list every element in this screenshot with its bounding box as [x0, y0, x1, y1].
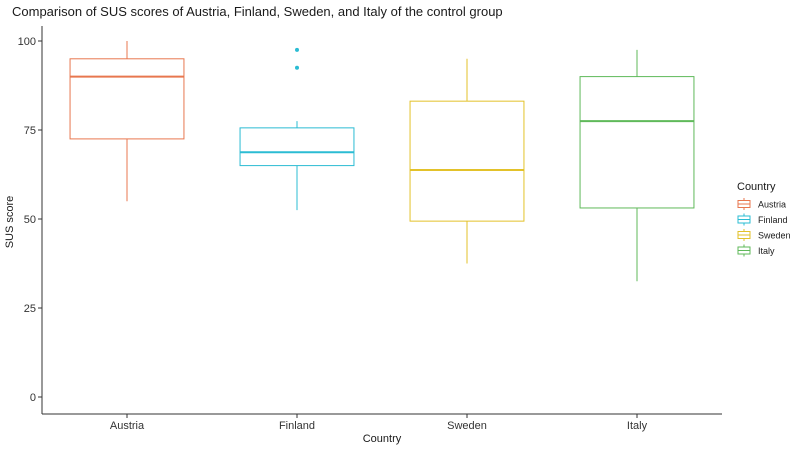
- legend-label-austria: Austria: [758, 200, 786, 210]
- legend-item-italy: Italy: [737, 244, 775, 257]
- box-finland: [239, 47, 355, 211]
- legend-item-sweden: Sweden: [737, 229, 791, 241]
- x-tick-label: Austria: [110, 420, 145, 432]
- y-tick-label: 25: [24, 303, 36, 315]
- x-tick-label: Sweden: [447, 420, 487, 432]
- outlier-point-finland: [295, 65, 299, 70]
- y-tick-label: 100: [18, 36, 36, 48]
- chart-title: Comparison of SUS scores of Austria, Fin…: [12, 4, 503, 19]
- x-axis-title: Country: [363, 433, 402, 445]
- box-italy: [579, 49, 695, 282]
- legend-title: Country: [737, 181, 776, 193]
- x-tick-label: Finland: [279, 420, 315, 432]
- y-axis-title: SUS score: [4, 196, 16, 249]
- legend-item-austria: Austria: [737, 198, 786, 210]
- legend-item-finland: Finland: [737, 213, 788, 226]
- legend: Country Austria Finland Sweden Italy: [737, 181, 791, 257]
- x-tick-label: Italy: [627, 420, 648, 432]
- box-iqr-sweden: [409, 100, 525, 222]
- box-iqr-italy: [579, 76, 695, 209]
- y-tick-label: 50: [24, 214, 36, 226]
- legend-label-finland: Finland: [758, 215, 788, 225]
- legend-label-sweden: Sweden: [758, 231, 791, 241]
- y-tick-label: 75: [24, 125, 36, 137]
- y-tick-label: 0: [30, 392, 36, 404]
- legend-label-italy: Italy: [758, 246, 775, 256]
- box-iqr-austria: [69, 58, 185, 140]
- outlier-point-finland: [295, 47, 299, 52]
- box-iqr-finland: [239, 127, 355, 167]
- plot-area: 0 25 50 75 100 Austria Finland Sweden Italy: [18, 26, 722, 432]
- box-sweden: [409, 58, 525, 264]
- box-austria: [69, 41, 185, 202]
